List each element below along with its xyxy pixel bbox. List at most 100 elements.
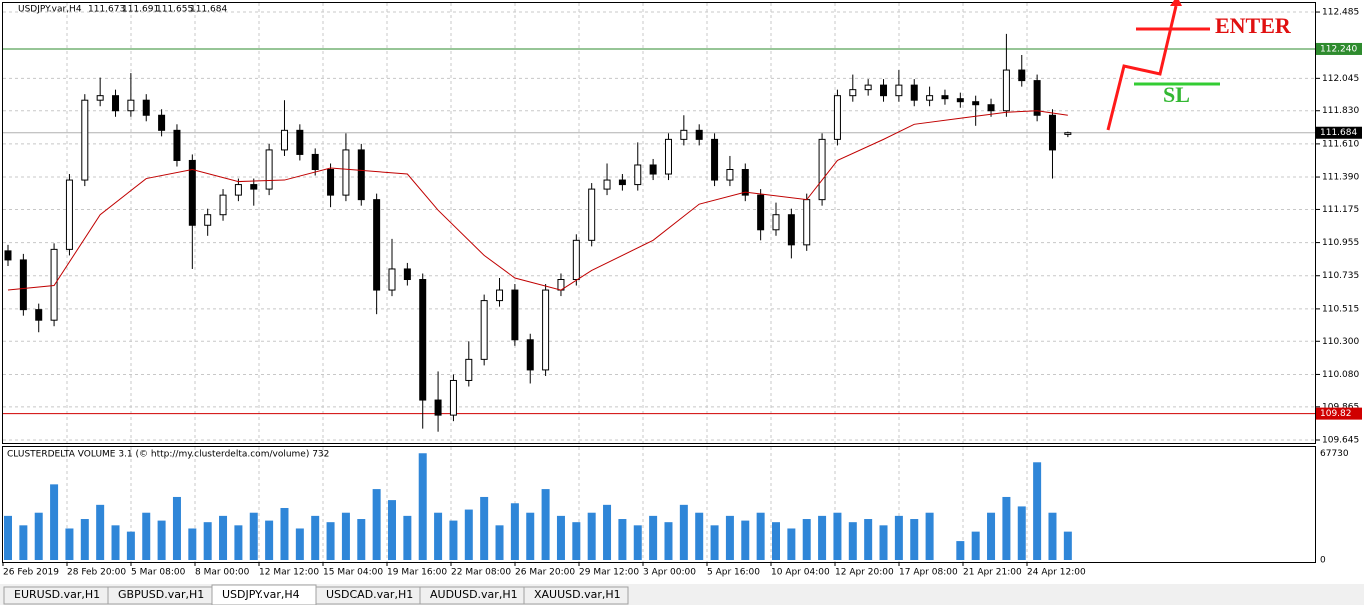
volume-bar xyxy=(956,541,965,560)
volume-bar xyxy=(848,522,857,560)
candle-body xyxy=(204,214,212,226)
candle-body xyxy=(1048,114,1056,151)
candle-body xyxy=(941,95,949,100)
candle-body xyxy=(803,199,811,246)
volume-bar xyxy=(372,489,381,560)
candle-body xyxy=(649,164,657,175)
candle-body xyxy=(112,95,120,112)
volume-bar xyxy=(341,512,350,560)
volume-bar xyxy=(280,507,289,560)
candle-body xyxy=(526,339,534,371)
volume-bar xyxy=(1033,462,1042,560)
volume-bar xyxy=(710,525,719,560)
candle-body xyxy=(787,214,795,246)
candle-body xyxy=(818,138,826,201)
header-ohlc: 111.655 xyxy=(156,5,193,15)
y-tick-label: 109.865 xyxy=(1322,402,1359,412)
volume-bar xyxy=(203,522,212,560)
tab-label[interactable]: USDCAD.var,H1 xyxy=(326,588,413,601)
volume-bar xyxy=(65,528,74,560)
candle-body xyxy=(772,214,780,231)
candle-body xyxy=(588,188,596,241)
header-ohlc: 111.691 xyxy=(122,5,159,15)
tab-label[interactable]: USDJPY.var,H4 xyxy=(222,588,300,601)
volume-bar xyxy=(695,512,704,560)
candle-body xyxy=(465,358,473,381)
y-tick-label: 112.485 xyxy=(1322,8,1359,18)
candle-body xyxy=(695,129,703,140)
volume-bar xyxy=(510,503,519,560)
volume-bar xyxy=(864,519,873,560)
tab-label[interactable]: XAUUSD.var,H1 xyxy=(534,588,621,601)
volume-bar xyxy=(357,519,366,560)
candle-body xyxy=(4,250,12,261)
candle-body xyxy=(142,99,150,116)
candle-body xyxy=(419,279,427,401)
candle-body xyxy=(680,129,688,140)
candle-body xyxy=(972,101,980,106)
volume-bar xyxy=(326,522,335,560)
y-tick-label: 112.045 xyxy=(1322,74,1359,84)
tab[interactable] xyxy=(523,586,629,605)
candle-body xyxy=(1033,80,1041,116)
candle-body xyxy=(511,289,519,341)
x-tick-label: 17 Apr 08:00 xyxy=(899,568,958,578)
x-tick-label: 5 Mar 08:00 xyxy=(131,568,186,578)
volume-bar xyxy=(434,512,443,560)
candle-body xyxy=(926,95,934,101)
candle-body xyxy=(880,84,888,97)
volume-bar xyxy=(1002,496,1011,560)
volume-bar xyxy=(4,515,12,560)
candle-body xyxy=(449,379,457,416)
header-ohlc: 111.684 xyxy=(190,5,227,15)
candle-body xyxy=(1002,69,1010,112)
volume-bar xyxy=(679,504,688,560)
x-tick-label: 10 Apr 04:00 xyxy=(771,568,830,578)
candle-body xyxy=(81,99,89,181)
volume-bar xyxy=(664,522,673,560)
tab-label[interactable]: GBPUSD.var,H1 xyxy=(118,588,204,601)
y-tick-label: 110.300 xyxy=(1322,337,1359,347)
volume-bar xyxy=(126,531,135,560)
tab-label[interactable]: AUDUSD.var,H1 xyxy=(430,588,518,601)
volume-bar xyxy=(34,512,43,560)
moving-average xyxy=(7,110,1068,291)
volume-bar xyxy=(556,515,565,560)
volume-bar xyxy=(265,520,274,560)
volume-bar xyxy=(910,519,919,560)
y-tick-label: 110.955 xyxy=(1322,238,1359,248)
x-tick-label: 19 Mar 16:00 xyxy=(387,568,447,578)
candle-body xyxy=(833,95,841,140)
candle-body xyxy=(618,179,626,186)
x-tick-label: 28 Feb 20:00 xyxy=(67,568,126,578)
x-tick-label: 8 Mar 00:00 xyxy=(195,568,250,578)
volume-bar xyxy=(480,496,489,560)
volume-panel xyxy=(2,446,1316,563)
volume-bar xyxy=(418,453,427,560)
candle-body xyxy=(910,84,918,101)
volume-bar xyxy=(50,484,59,560)
candle-body xyxy=(19,259,27,311)
x-tick-label: 12 Apr 20:00 xyxy=(835,568,894,578)
arrow xyxy=(1106,5,1178,131)
tab-label[interactable]: EURUSD.var,H1 xyxy=(14,588,100,601)
volume-bar xyxy=(818,515,827,560)
enter-label: ENTER xyxy=(1215,13,1292,38)
symbol-label: USDJPY.var,H4 xyxy=(18,5,82,15)
volume-bar xyxy=(19,525,28,560)
volume-bar xyxy=(618,519,627,560)
volume-bar xyxy=(879,525,888,560)
candle-body xyxy=(956,98,964,103)
candle-body xyxy=(726,169,734,181)
y-tick-label: 109.645 xyxy=(1322,435,1359,445)
marks xyxy=(3,33,1315,560)
candle-body xyxy=(496,289,504,302)
candle-body xyxy=(757,194,765,231)
level-tag xyxy=(1316,407,1362,420)
level-tag-label: 109.82 xyxy=(1320,409,1352,419)
volume-tick-label: 67730 xyxy=(1320,449,1349,459)
candle-body xyxy=(711,138,719,181)
candle-body xyxy=(603,179,611,190)
arrow-head xyxy=(1170,0,1182,6)
candle-body xyxy=(987,104,995,112)
